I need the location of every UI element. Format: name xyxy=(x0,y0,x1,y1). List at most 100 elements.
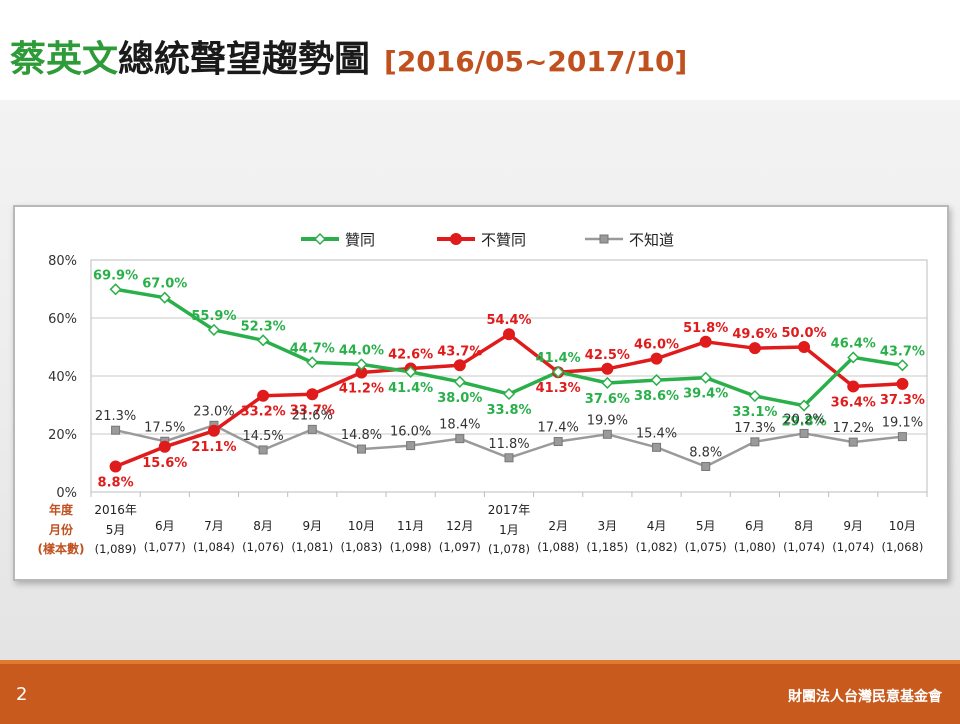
data-label: 44.0% xyxy=(339,343,384,358)
data-point xyxy=(701,461,711,471)
data-point xyxy=(453,375,466,388)
data-label: 21.3% xyxy=(95,409,136,424)
data-label: 37.6% xyxy=(585,392,630,407)
x-sample-size-label: (1,088) xyxy=(537,540,579,554)
data-label: 8.8% xyxy=(98,475,134,490)
x-sample-size-label: (1,076) xyxy=(242,540,284,554)
title-text: 總統聲望趨勢圖 xyxy=(118,39,371,80)
data-point xyxy=(356,444,366,454)
data-point xyxy=(455,434,465,444)
x-month-label: 3月 xyxy=(598,519,618,533)
x-month-label: 6月 xyxy=(155,519,175,533)
data-label: 42.6% xyxy=(388,347,433,362)
legend-label: 不知道 xyxy=(629,231,674,249)
data-point xyxy=(158,440,171,453)
data-label: 33.2% xyxy=(241,405,286,420)
data-point xyxy=(109,283,122,296)
data-label: 36.4% xyxy=(831,395,876,410)
x-row-heading: (樣本數) xyxy=(38,541,85,556)
data-point xyxy=(306,356,319,369)
data-label: 46.0% xyxy=(634,338,679,353)
x-year-label: 2017年 xyxy=(488,503,531,517)
legend-marker xyxy=(450,233,462,245)
data-label: 20.2% xyxy=(783,412,824,427)
data-point xyxy=(355,358,368,371)
data-label: 16.0% xyxy=(390,425,431,440)
data-point xyxy=(453,359,466,372)
data-point xyxy=(848,437,858,447)
data-label: 19.9% xyxy=(587,413,628,428)
y-tick-label: 40% xyxy=(48,370,77,385)
x-month-label: 1月 xyxy=(499,523,519,537)
title-date-range: [2016/05~2017/10] xyxy=(384,45,688,78)
data-label: 21.1% xyxy=(191,440,236,455)
data-point xyxy=(847,380,860,393)
data-label: 17.2% xyxy=(833,421,874,436)
data-point xyxy=(601,376,614,390)
data-point xyxy=(750,437,760,447)
legend-label: 不贊同 xyxy=(481,231,526,249)
data-point xyxy=(406,441,416,451)
data-label: 55.9% xyxy=(191,309,236,324)
data-point xyxy=(257,389,270,402)
data-label: 39.4% xyxy=(683,387,728,402)
data-label: 37.3% xyxy=(880,393,925,408)
legend-marker xyxy=(313,232,327,246)
data-label: 17.5% xyxy=(144,420,185,435)
data-point xyxy=(553,437,563,447)
x-month-label: 9月 xyxy=(843,519,863,533)
data-label: 14.8% xyxy=(341,428,382,443)
chart-frame: 0% 20% 40% 60% 80% 2016年 5月 (1,089) 6月 (1,077) 7月 (… xyxy=(13,205,949,581)
data-label: 33.8% xyxy=(486,403,531,418)
data-label: 43.7% xyxy=(437,344,482,359)
data-point xyxy=(504,453,514,463)
x-sample-size-label: (1,098) xyxy=(390,540,432,554)
x-sample-size-label: (1,068) xyxy=(881,540,923,554)
data-label: 50.0% xyxy=(782,326,827,341)
title-president-name: 蔡英文 xyxy=(10,39,119,80)
data-label: 17.4% xyxy=(538,421,579,436)
data-label: 51.8% xyxy=(683,321,728,336)
data-point xyxy=(404,365,417,379)
x-sample-size-label: (1,074) xyxy=(832,540,874,554)
data-label: 46.4% xyxy=(831,336,876,351)
x-month-label: 9月 xyxy=(302,519,322,533)
x-sample-size-label: (1,083) xyxy=(341,540,383,554)
data-point xyxy=(306,388,319,401)
data-label: 41.3% xyxy=(536,381,581,396)
x-sample-size-label: (1,074) xyxy=(783,540,825,554)
data-point xyxy=(502,387,516,401)
y-tick-label: 60% xyxy=(48,312,77,327)
data-point xyxy=(109,460,122,473)
data-label: 18.4% xyxy=(439,418,480,433)
x-sample-size-label: (1,077) xyxy=(144,540,186,554)
data-label: 14.5% xyxy=(242,429,283,444)
data-label: 19.1% xyxy=(882,416,923,431)
x-sample-size-label: (1,075) xyxy=(685,540,727,554)
data-point xyxy=(257,334,270,347)
x-month-label: 7月 xyxy=(204,519,224,533)
data-point xyxy=(111,425,121,435)
x-year-label: 2016年 xyxy=(94,503,137,517)
data-label: 69.9% xyxy=(93,268,138,283)
data-label: 15.6% xyxy=(142,456,187,471)
x-month-label: 2月 xyxy=(548,519,568,533)
page-title: 蔡英文總統聲望趨勢圖 [2016/05~2017/10] xyxy=(10,30,687,86)
data-label: 44.7% xyxy=(290,341,335,356)
data-label: 42.5% xyxy=(585,348,630,363)
data-label: 41.4% xyxy=(536,351,581,366)
page-number: 2 xyxy=(16,684,28,705)
data-label: 33.7% xyxy=(290,403,335,418)
data-label: 43.7% xyxy=(880,344,925,359)
data-label: 38.6% xyxy=(634,389,679,404)
x-sample-size-label: (1,185) xyxy=(586,540,628,554)
data-point xyxy=(652,442,662,452)
data-point xyxy=(897,432,907,442)
x-sample-size-label: (1,089) xyxy=(95,542,137,556)
x-sample-size-label: (1,084) xyxy=(193,540,235,554)
data-label: 54.4% xyxy=(486,313,531,328)
data-label: 67.0% xyxy=(142,277,187,292)
x-month-label: 12月 xyxy=(446,519,473,533)
data-point xyxy=(699,335,712,348)
data-point xyxy=(552,365,565,379)
